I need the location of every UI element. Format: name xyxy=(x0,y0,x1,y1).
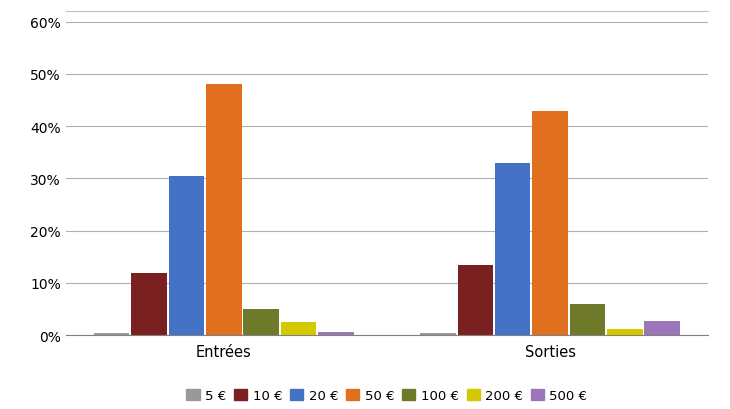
Bar xyxy=(420,333,456,335)
Bar xyxy=(532,111,568,335)
Legend: 5 €, 10 €, 20 €, 50 €, 100 €, 200 €, 500 €: 5 €, 10 €, 20 €, 50 €, 100 €, 200 €, 500… xyxy=(181,384,593,407)
Bar xyxy=(458,265,493,335)
Bar xyxy=(206,85,242,335)
Bar xyxy=(318,332,353,335)
Bar xyxy=(131,273,166,335)
Bar xyxy=(607,329,642,335)
Bar xyxy=(243,309,279,335)
Bar xyxy=(495,164,531,335)
Bar xyxy=(281,322,316,335)
Bar xyxy=(169,176,204,335)
Bar xyxy=(94,333,129,335)
Bar xyxy=(645,321,680,335)
Bar xyxy=(569,304,605,335)
